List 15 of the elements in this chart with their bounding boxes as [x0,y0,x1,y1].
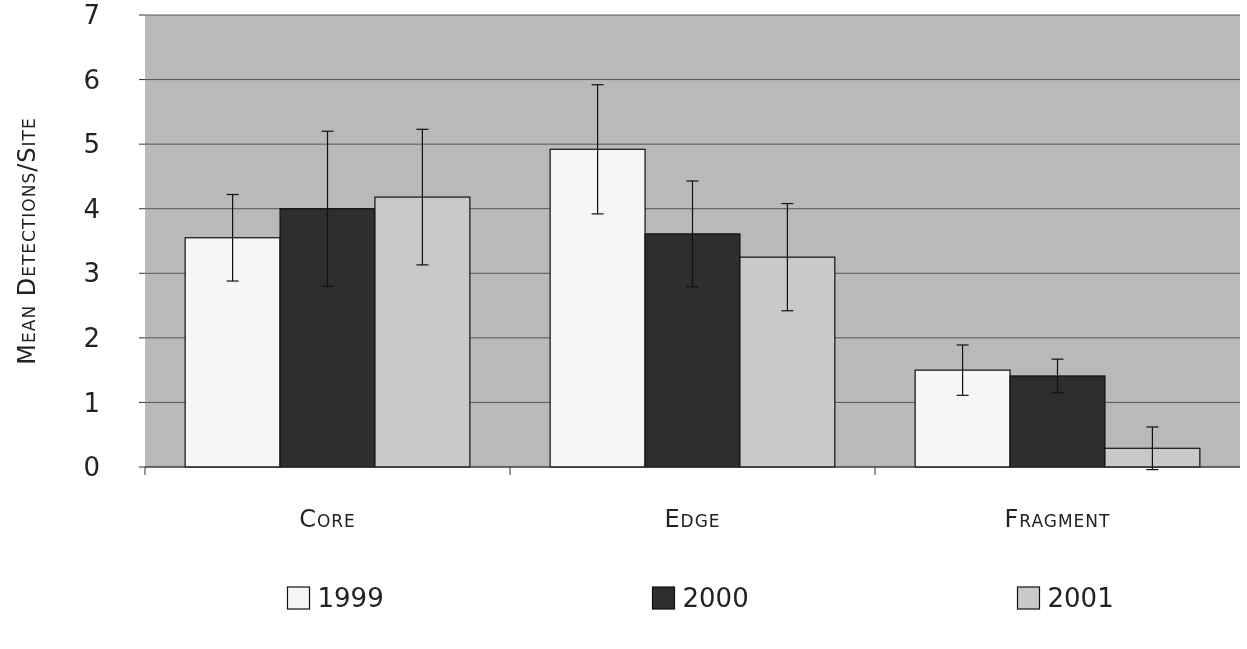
legend-label: 2001 [1047,583,1114,614]
y-tick-label: 2 [83,322,100,353]
y-axis-title: Mean Detections/Site [13,117,41,365]
legend-label: 2000 [682,583,749,614]
y-tick-label: 4 [83,193,100,224]
x-tick-label: Core [299,505,356,533]
y-tick-label: 7 [83,0,100,31]
x-tick-label: Edge [664,505,721,533]
legend-label: 1999 [317,583,384,614]
x-tick-label: Fragment [1004,505,1111,533]
y-tick-label: 1 [83,387,100,418]
y-tick-label: 3 [83,258,100,289]
y-tick-label: 6 [83,64,100,95]
y-tick-label: 0 [83,452,100,483]
y-tick-label: 5 [83,129,100,160]
